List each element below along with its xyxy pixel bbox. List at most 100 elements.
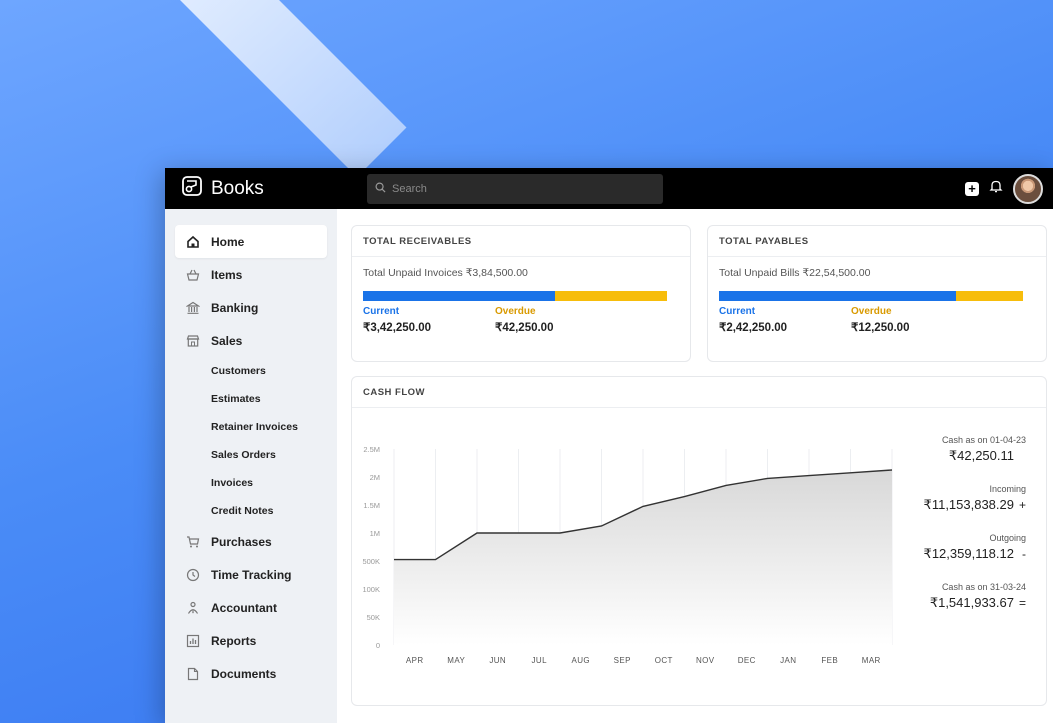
clock-icon (185, 567, 201, 583)
sidebar-item-time-tracking[interactable]: Time Tracking (175, 558, 327, 591)
sidebar-item-purchases[interactable]: Purchases (175, 525, 327, 558)
cash-flow-card: CASH FLOW 0 50K 100K 500K 1M 1.5M 2M 2.5M APR MAY… (351, 376, 1047, 706)
x-tick-label: SEP (614, 656, 631, 665)
card-title: TOTAL RECEIVABLES (352, 226, 690, 257)
search-box[interactable] (367, 173, 663, 204)
document-icon (185, 666, 201, 682)
card-title: TOTAL PAYABLES (708, 226, 1046, 257)
cash-stats: Cash as on 01-04-23 ₹42,250.11 Incoming … (906, 435, 1026, 631)
x-tick-label: AUG (571, 656, 590, 665)
sidebar: Home Items Banking Sales Customers Estim… (165, 209, 337, 723)
dashboard-main: TOTAL RECEIVABLES Total Unpaid Invoices … (337, 209, 1053, 723)
y-tick-label: 100K (362, 585, 380, 594)
y-tick-label: 50K (367, 613, 380, 622)
sidebar-item-sales[interactable]: Sales (175, 324, 327, 357)
overdue-segment (956, 291, 1023, 301)
brand[interactable]: Books (181, 175, 367, 202)
x-tick-label: APR (406, 656, 424, 665)
sidebar-item-label: Home (211, 234, 245, 249)
sidebar-item-label: Items (211, 267, 243, 282)
search-input[interactable] (392, 182, 652, 195)
stat-label: Incoming (989, 484, 1026, 494)
x-tick-label: OCT (655, 656, 673, 665)
stat-sign: = (1018, 596, 1026, 610)
stat-value: ₹11,153,838.29 + (906, 497, 1026, 513)
cash-flow-chart: 0 50K 100K 500K 1M 1.5M 2M 2.5M APR MAY JUN JUL AUG S… (362, 445, 893, 665)
stat-amount: ₹42,250.11 (948, 448, 1014, 463)
books-logo-icon (181, 175, 203, 202)
stat-sign: - (1022, 547, 1026, 561)
quick-create-button[interactable]: + (965, 181, 979, 196)
sidebar-item-label: Reports (211, 633, 257, 648)
sidebar-subitem-retainer-invoices[interactable]: Retainer Invoices (211, 421, 298, 433)
bank-icon (185, 300, 201, 316)
y-tick-label: 0 (376, 641, 380, 650)
current-amount[interactable]: ₹3,42,250.00 (363, 322, 432, 334)
top-actions: + (965, 173, 1043, 204)
sidebar-item-label: Banking (211, 300, 259, 315)
stat-value: ₹42,250.11 (906, 448, 1026, 464)
reports-icon (185, 633, 201, 649)
basket-icon (185, 267, 201, 283)
background-stripe (60, 0, 407, 177)
x-tick-label: MAY (447, 656, 465, 665)
current-label: Current (363, 306, 400, 317)
sidebar-item-label: Sales (211, 333, 243, 348)
y-tick-label: 2M (370, 473, 380, 482)
stat-outgoing: Outgoing ₹12,359,118.12- (906, 533, 1026, 562)
overdue-label: Overdue (851, 306, 892, 317)
sidebar-item-label: Documents (211, 666, 277, 681)
x-tick-label: FEB (821, 656, 838, 665)
sidebar-item-documents[interactable]: Documents (175, 657, 327, 690)
stat-sign: + (1018, 498, 1026, 512)
stat-label: Cash as on 31-03-24 (941, 582, 1026, 592)
y-tick-label: 2.5M (363, 445, 380, 454)
current-amount[interactable]: ₹2,42,250.00 (719, 322, 788, 334)
unpaid-total: Total Unpaid Bills ₹22,54,500.00 (719, 267, 871, 279)
top-bar: Books + (165, 168, 1053, 209)
payables-bar[interactable] (719, 291, 1023, 301)
sidebar-item-reports[interactable]: Reports (175, 624, 327, 657)
stat-incoming: Incoming ₹11,153,838.29 + (906, 484, 1026, 513)
card-title: CASH FLOW (352, 377, 1046, 408)
overdue-amount[interactable]: ₹42,250.00 (495, 322, 554, 334)
overdue-amount[interactable]: ₹12,250.00 (851, 322, 910, 334)
stat-amount: ₹12,359,118.12 (923, 546, 1014, 561)
x-tick-label: MAR (862, 656, 881, 665)
sidebar-item-items[interactable]: Items (175, 258, 327, 291)
x-tick-label: JUN (489, 656, 506, 665)
x-tick-label: NOV (696, 656, 715, 665)
receivables-bar[interactable] (363, 291, 667, 301)
unpaid-total: Total Unpaid Invoices ₹3,84,500.00 (363, 267, 528, 279)
y-tick-label: 1M (370, 529, 380, 538)
stat-closing-cash: Cash as on 31-03-24 ₹1,541,933.67 = (906, 582, 1026, 611)
sidebar-subitem-invoices[interactable]: Invoices (211, 477, 254, 489)
payables-card: TOTAL PAYABLES Total Unpaid Bills ₹22,54… (707, 225, 1047, 362)
stat-value: ₹1,541,933.67 = (906, 595, 1026, 611)
stat-amount: ₹1,541,933.67 (929, 595, 1014, 610)
x-tick-label: JUL (532, 656, 548, 665)
sidebar-subitem-credit-notes[interactable]: Credit Notes (211, 505, 274, 517)
app-name: Books (211, 177, 264, 199)
y-tick-label: 1.5M (363, 501, 380, 510)
overdue-segment (554, 291, 667, 301)
cart-icon (185, 534, 201, 550)
receivables-card: TOTAL RECEIVABLES Total Unpaid Invoices … (351, 225, 691, 362)
search-icon (375, 180, 386, 198)
x-tick-label: JAN (780, 656, 796, 665)
sidebar-subitem-estimates[interactable]: Estimates (211, 393, 261, 405)
overdue-label: Overdue (495, 306, 536, 317)
sidebar-item-banking[interactable]: Banking (175, 291, 327, 324)
sidebar-subitem-sales-orders[interactable]: Sales Orders (211, 449, 276, 461)
bell-icon[interactable] (989, 179, 1003, 198)
stat-value: ₹12,359,118.12- (906, 546, 1026, 562)
storefront-icon (185, 333, 201, 349)
person-icon (185, 600, 201, 616)
sidebar-subitem-customers[interactable]: Customers (211, 365, 266, 377)
avatar[interactable] (1013, 173, 1043, 204)
stat-amount: ₹11,153,838.29 (923, 497, 1014, 512)
stat-label: Outgoing (989, 533, 1026, 543)
sidebar-item-home[interactable]: Home (175, 225, 327, 258)
sidebar-item-accountant[interactable]: Accountant (175, 591, 327, 624)
sidebar-item-label: Accountant (211, 600, 277, 615)
